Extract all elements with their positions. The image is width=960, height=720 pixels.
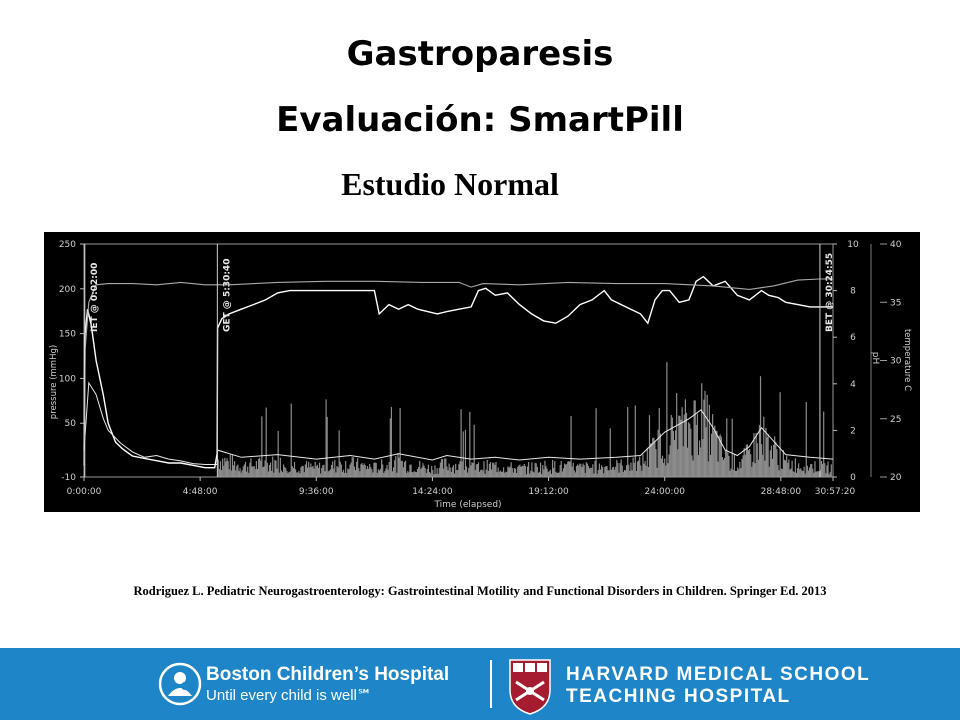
- footer-divider: [490, 660, 492, 708]
- ph-tick-label: 8: [850, 287, 856, 297]
- pressure-tick-label: 50: [65, 419, 77, 429]
- slide-title: Gastroparesis: [346, 34, 614, 74]
- slide-title-line2: Evaluación: SmartPill: [276, 100, 684, 140]
- temperature-tick-label: 30: [890, 357, 902, 367]
- teaching-hospital-label: TEACHING HOSPITAL: [566, 686, 791, 707]
- temperature-tick-label: 40: [890, 240, 902, 250]
- ph-tick-label: 4: [850, 380, 856, 390]
- x-tick-label: 4:48:00: [183, 487, 218, 497]
- smartpill-chart: 0:00:00 4:48:00 9:36:00 14:24:00 19:12:00 24:…: [44, 232, 920, 512]
- event-marker-label: BET @ 30:24:55: [825, 253, 835, 332]
- ph-tick-label: 6: [850, 333, 856, 343]
- slide-subtitle: Estudio Normal: [341, 166, 559, 202]
- x-tick-label: 24:00:00: [645, 487, 686, 497]
- temperature-tick-label: 20: [890, 473, 902, 483]
- series-pressure-line: [83, 381, 833, 465]
- x-tick-label: 30:57:20: [815, 487, 856, 497]
- footer-banner: [0, 648, 960, 720]
- x-tick-label: 9:36:00: [299, 487, 334, 497]
- x-tick-label: 28:48:00: [761, 487, 802, 497]
- series-ph-line: [83, 275, 833, 469]
- citation: Rodriguez L. Pediatric Neurogastroentero…: [133, 584, 827, 598]
- pressure-tick-label: 150: [59, 330, 76, 340]
- series-temp-line: [83, 278, 833, 466]
- ph-tick-label: 0: [850, 473, 856, 483]
- footer-graphics: [158, 659, 551, 715]
- boston-childrens-tagline: Until every child is well℠: [206, 687, 373, 704]
- harvard-shield-logo: [509, 659, 551, 715]
- x-axis-label: Time (elapsed): [433, 500, 501, 510]
- temperature-axis-label: temperature C: [902, 329, 912, 391]
- ph-axis-label: pH: [870, 352, 880, 364]
- x-tick-label: 0:00:00: [67, 487, 102, 497]
- temperature-tick-label: 35: [890, 298, 901, 308]
- event-marker-label: IET @ 0:02:00: [90, 263, 100, 332]
- pressure-tick-label: 100: [59, 374, 76, 384]
- x-tick-label: 19:12:00: [528, 487, 569, 497]
- harvard-name: HARVARD MEDICAL SCHOOL: [566, 664, 871, 685]
- pressure-tick-label: -10: [61, 473, 76, 483]
- boston-childrens-logo: [158, 662, 202, 706]
- pressure-tick-label: 200: [59, 285, 76, 295]
- chart-canvas: 0:00:00 4:48:00 9:36:00 14:24:00 19:12:00 24:…: [49, 240, 912, 510]
- ph-tick-label: 10: [847, 240, 859, 250]
- pressure-axis-label: pressure (mmHg): [49, 345, 59, 419]
- temperature-tick-label: 25: [890, 415, 901, 425]
- ph-tick-label: 2: [850, 426, 856, 436]
- event-marker-label: GET @ 5:30:40: [222, 259, 232, 332]
- x-tick-label: 14:24:00: [412, 487, 453, 497]
- boston-childrens-name: Boston Children’s Hospital: [206, 664, 450, 685]
- pressure-tick-label: 250: [59, 240, 76, 250]
